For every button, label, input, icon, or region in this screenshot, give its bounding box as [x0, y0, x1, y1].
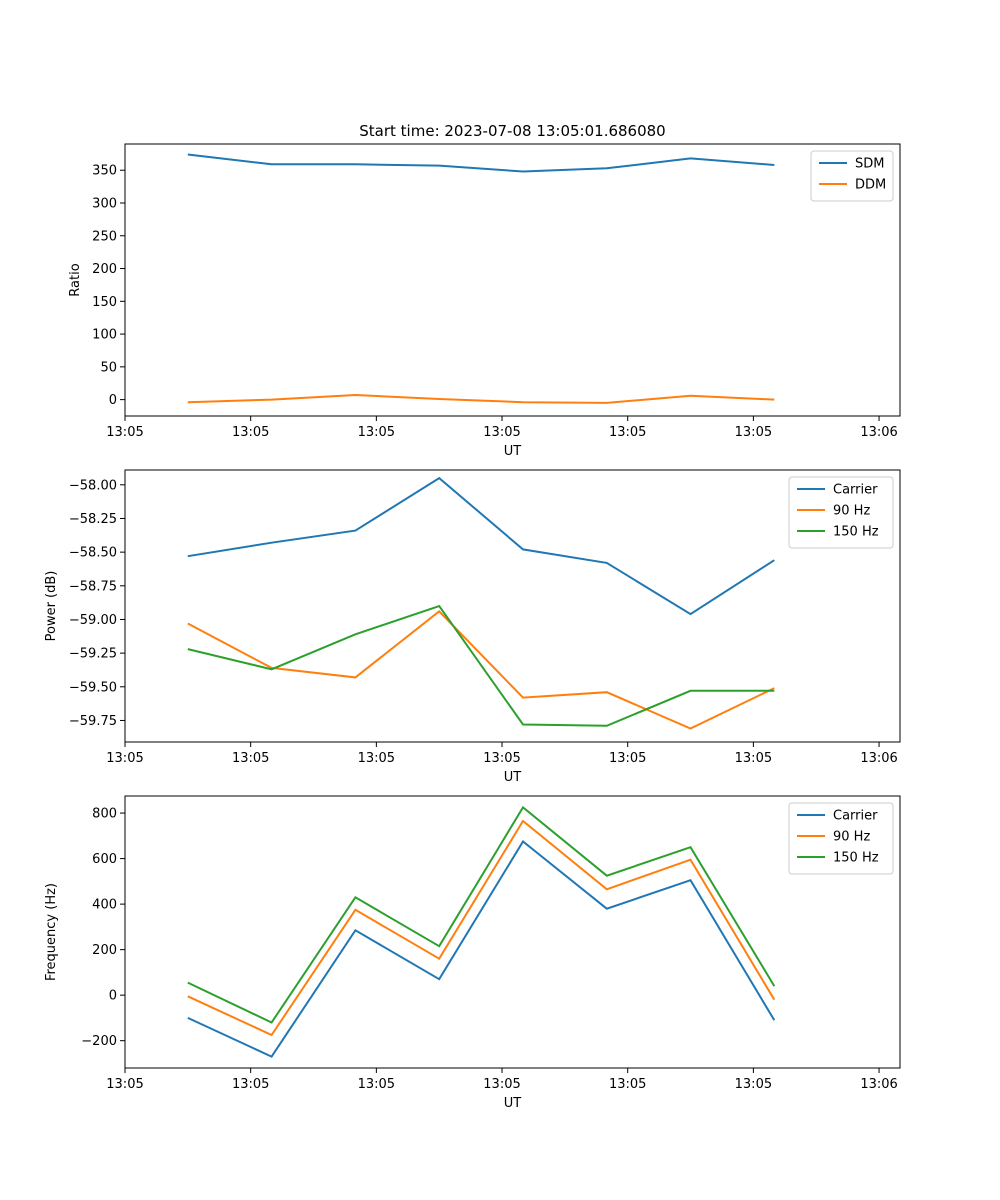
- y-tick-label: −58.25: [69, 512, 117, 527]
- series-line-150-hz: [187, 805, 776, 1024]
- legend: Carrier 90 Hz 150 Hz: [788, 802, 894, 875]
- plot-area-frame: [124, 143, 901, 417]
- x-tick-label: 13:05: [358, 751, 395, 766]
- y-axis-label: Ratio: [68, 263, 83, 296]
- x-tick-label: 13:05: [483, 425, 520, 440]
- y-tick-label: 300: [92, 196, 117, 211]
- x-tick-label: 13:05: [483, 1077, 520, 1092]
- x-tick-label: 13:05: [358, 1077, 395, 1092]
- series-line-ddm: [187, 393, 775, 404]
- series-line-carrier: [187, 476, 775, 616]
- y-tick-label: 350: [92, 164, 117, 179]
- subplot-1: Start time: 2023-07-08 13:05:01.686080 13…: [68, 122, 901, 459]
- legend-label: 150 Hz: [833, 525, 879, 540]
- legend-label: 90 Hz: [833, 830, 870, 845]
- legend-label: Carrier: [833, 483, 878, 498]
- legend-label: 150 Hz: [833, 851, 879, 866]
- x-tick-label: 13:06: [860, 751, 897, 766]
- subplot-3: 13:05 13:05 13:05 13:05 13:05 13:05 13:06 −200 0…: [44, 795, 901, 1111]
- y-tick-label: −200: [81, 1034, 117, 1049]
- y-tick-label: −58.50: [69, 546, 117, 561]
- y-tick-label: 600: [92, 852, 117, 867]
- y-tick-label: 400: [92, 898, 117, 913]
- y-tick-label: −59.50: [69, 680, 117, 695]
- series-line-sdm: [187, 153, 775, 173]
- series-line-carrier: [187, 840, 776, 1058]
- x-tick-label: 13:05: [609, 425, 646, 440]
- y-tick-label: −59.75: [69, 714, 117, 729]
- y-tick-label: 200: [92, 943, 117, 958]
- series-line-90-hz: [187, 819, 776, 1037]
- legend-label: SDM: [855, 157, 884, 172]
- y-tick-label: 250: [92, 229, 117, 244]
- x-tick-label: 13:05: [106, 1077, 143, 1092]
- y-tick-label: 100: [92, 328, 117, 343]
- legend: Carrier 90 Hz 150 Hz: [788, 476, 894, 549]
- x-tick-label: 13:05: [232, 1077, 269, 1092]
- x-tick-label: 13:05: [735, 1077, 772, 1092]
- y-axis-label: Power (dB): [44, 571, 59, 642]
- x-tick-label: 13:05: [735, 425, 772, 440]
- y-tick-label: −58.75: [69, 579, 117, 594]
- x-tick-label: 13:06: [860, 425, 897, 440]
- plot-area-frame: [124, 469, 901, 743]
- plot-area-frame: [124, 795, 901, 1069]
- x-tick-label: 13:05: [735, 751, 772, 766]
- x-axis-label: UT: [504, 1096, 522, 1111]
- x-tick-label: 13:05: [232, 425, 269, 440]
- series-line-150-hz: [187, 604, 775, 727]
- x-tick-label: 13:05: [358, 425, 395, 440]
- y-tick-label: 50: [100, 360, 117, 375]
- x-tick-label: 13:05: [609, 1077, 646, 1092]
- y-tick-label: 200: [92, 262, 117, 277]
- x-tick-label: 13:05: [106, 751, 143, 766]
- y-tick-label: 0: [109, 989, 117, 1004]
- y-axis-label: Frequency (Hz): [44, 883, 59, 981]
- legend: SDM DDM: [810, 150, 894, 202]
- chart-title: Start time: 2023-07-08 13:05:01.686080: [359, 122, 665, 140]
- y-tick-label: 800: [92, 807, 117, 822]
- x-tick-label: 13:05: [483, 751, 520, 766]
- legend-label: DDM: [855, 178, 886, 193]
- y-tick-label: −58.00: [69, 478, 117, 493]
- y-tick-label: 0: [109, 393, 117, 408]
- y-tick-label: 150: [92, 295, 117, 310]
- x-tick-label: 13:05: [232, 751, 269, 766]
- x-axis-label: UT: [504, 770, 522, 785]
- subplot-2: 13:05 13:05 13:05 13:05 13:05 13:05 13:06 −58.0…: [44, 469, 901, 785]
- x-axis-label: UT: [504, 444, 522, 459]
- x-tick-label: 13:05: [609, 751, 646, 766]
- y-tick-label: −59.00: [69, 613, 117, 628]
- y-tick-label: −59.25: [69, 647, 117, 662]
- x-tick-label: 13:05: [106, 425, 143, 440]
- series-line-90-hz: [187, 610, 775, 730]
- x-tick-label: 13:06: [860, 1077, 897, 1092]
- legend-label: Carrier: [833, 809, 878, 824]
- legend-label: 90 Hz: [833, 504, 870, 519]
